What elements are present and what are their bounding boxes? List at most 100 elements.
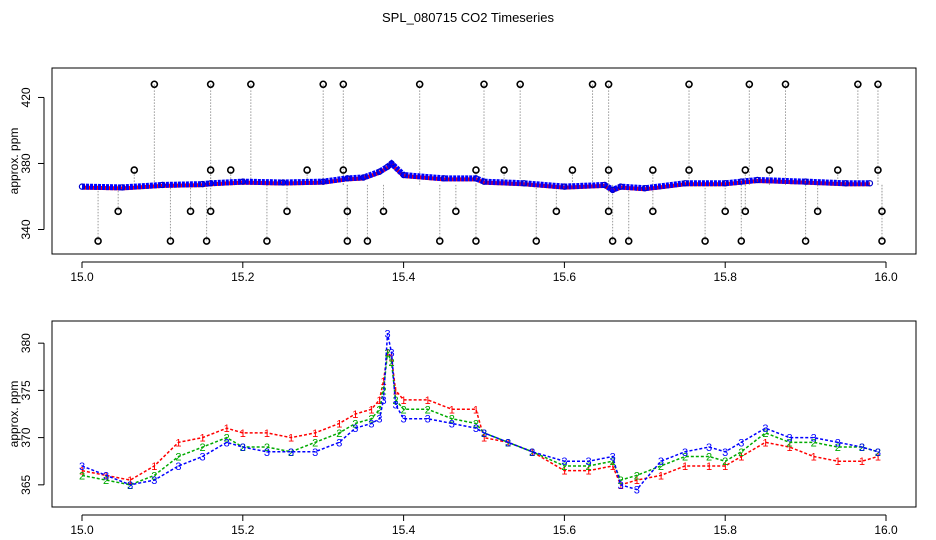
top-y-axis-title: approx. ppm: [7, 128, 21, 195]
bottom-series-2-point: 2: [786, 437, 792, 449]
bottom-series-2-point: 2: [505, 437, 511, 449]
bottom-series-2-point: 2: [682, 452, 688, 464]
bottom-series-3-point: 3: [481, 428, 487, 440]
bottom-series-2-point: 2: [449, 414, 455, 426]
top-outlier-point: [379, 207, 388, 216]
top-outlier-point: [741, 166, 750, 174]
top-outlier-point: [94, 237, 102, 245]
bottom-series-2-point: 2: [610, 456, 616, 468]
bottom-series-3-point: 3: [376, 414, 382, 426]
bottom-series-3-point: 3: [224, 437, 230, 449]
top-outlier-point: [303, 166, 311, 174]
top-outlier-point: [741, 207, 750, 216]
top-trace-point: [344, 175, 351, 182]
bottom-series-2-point: 2: [473, 418, 479, 430]
top-trace-point: [159, 181, 166, 189]
top-outlier-point: [532, 237, 541, 245]
bottom-series-2-point: 2: [384, 348, 390, 360]
top-outlier-point: [685, 166, 693, 174]
top-trace-point: [601, 181, 608, 189]
top-trace-point: [320, 178, 327, 185]
top-y-tick-label: 340: [19, 219, 33, 239]
bottom-series-3-point: 3: [618, 480, 624, 492]
top-plot-frame: [51, 67, 917, 255]
bottom-series-3-point: 3: [875, 447, 881, 459]
top-outlier-point: [339, 80, 348, 89]
top-outlier-point: [878, 207, 886, 216]
bottom-series-3-point: 3: [388, 348, 394, 360]
top-outlier-point: [701, 237, 709, 245]
bottom-series-1-point: 1: [336, 418, 342, 430]
bottom-series-3-point: 3: [425, 414, 431, 426]
top-outlier-point: [206, 80, 215, 89]
bottom-series-3-point: 3: [384, 329, 390, 341]
top-outlier-point: [604, 166, 613, 174]
bottom-series-3-point: 3: [264, 447, 270, 459]
bottom-series-3-point: 3: [392, 400, 398, 412]
top-outlier-point: [339, 166, 348, 174]
top-trace-point: [641, 185, 649, 192]
top-outlier-point: [263, 237, 271, 245]
top-trace-point: [400, 171, 407, 179]
top-outlier-point: [480, 80, 488, 89]
top-trace-point: [521, 180, 528, 187]
top-outlier-point: [472, 237, 480, 245]
bottom-series-1-point: 1: [401, 395, 407, 407]
top-outlier-point: [226, 166, 235, 174]
top-outlier-point: [150, 80, 159, 89]
top-outlier-point: [568, 166, 577, 174]
top-x-tick-label: 15.0: [70, 270, 94, 284]
bottom-series-2-point: 2: [175, 452, 181, 464]
bottom-series-1-point: 1: [473, 404, 479, 416]
bottom-series-1-point: 1: [762, 437, 768, 449]
bottom-series-2-point: 2: [127, 480, 133, 492]
bottom-series-3-point: 3: [585, 456, 591, 468]
top-outlier-point: [166, 237, 175, 245]
top-outlier-point: [588, 80, 597, 89]
bottom-series-1-point: 1: [682, 461, 688, 473]
top-outlier-point: [721, 207, 730, 216]
bottom-series-2-point: 2: [103, 475, 109, 487]
bottom-series-2-point: 2: [368, 414, 374, 426]
bottom-series-3-line: [81, 333, 879, 491]
top-trace-point: [199, 180, 206, 188]
top-trace-point: [681, 180, 689, 187]
bottom-series-3-point: 3: [380, 395, 386, 407]
bottom-series-3-point: 3: [634, 485, 640, 497]
bottom-series-2-point: 2: [762, 428, 768, 440]
bottom-series-3-point: 3: [151, 475, 157, 487]
bottom-series-2-point: 2: [288, 447, 294, 459]
bottom-series-3-point: 3: [835, 437, 841, 449]
top-outlier-point: [781, 80, 790, 89]
bottom-series-2-point: 2: [401, 404, 407, 416]
bottom-y-tick-label: 370: [19, 427, 33, 447]
bottom-series-3-point: 3: [312, 447, 318, 459]
bottom-series-1-point: 1: [585, 466, 591, 478]
bottom-series-1-point: 1: [610, 461, 616, 473]
bottom-series-1-point: 1: [352, 409, 358, 421]
bottom-series-3-point: 3: [288, 447, 294, 459]
bottom-series-2-point: 2: [706, 452, 712, 464]
top-trace-point: [118, 184, 126, 191]
bottom-series-3-point: 3: [127, 480, 133, 492]
bottom-series-1-point: 1: [151, 461, 157, 473]
top-outlier-point: [202, 237, 211, 245]
bottom-series-1-point: 1: [79, 466, 85, 478]
top-trace-point: [866, 180, 874, 187]
bottom-series-1-point: 1: [481, 433, 487, 445]
top-outlier-point: [472, 166, 480, 174]
bottom-series-2-point: 2: [875, 447, 881, 459]
top-trace-point: [440, 175, 447, 182]
bottom-series-1-point: 1: [529, 447, 535, 459]
top-outlier-point: [874, 80, 882, 89]
bottom-series-3-point: 3: [529, 447, 535, 459]
bottom-x-tick-label: 15.0: [70, 523, 94, 537]
top-outlier-point: [801, 237, 810, 245]
bottom-series-3-point: 3: [240, 442, 246, 454]
top-outlier-point: [247, 80, 255, 89]
top-outlier-point: [130, 166, 139, 174]
top-outlier-point: [206, 166, 215, 174]
top-outlier-point: [854, 80, 862, 89]
bottom-series-2-point: 2: [634, 470, 640, 482]
